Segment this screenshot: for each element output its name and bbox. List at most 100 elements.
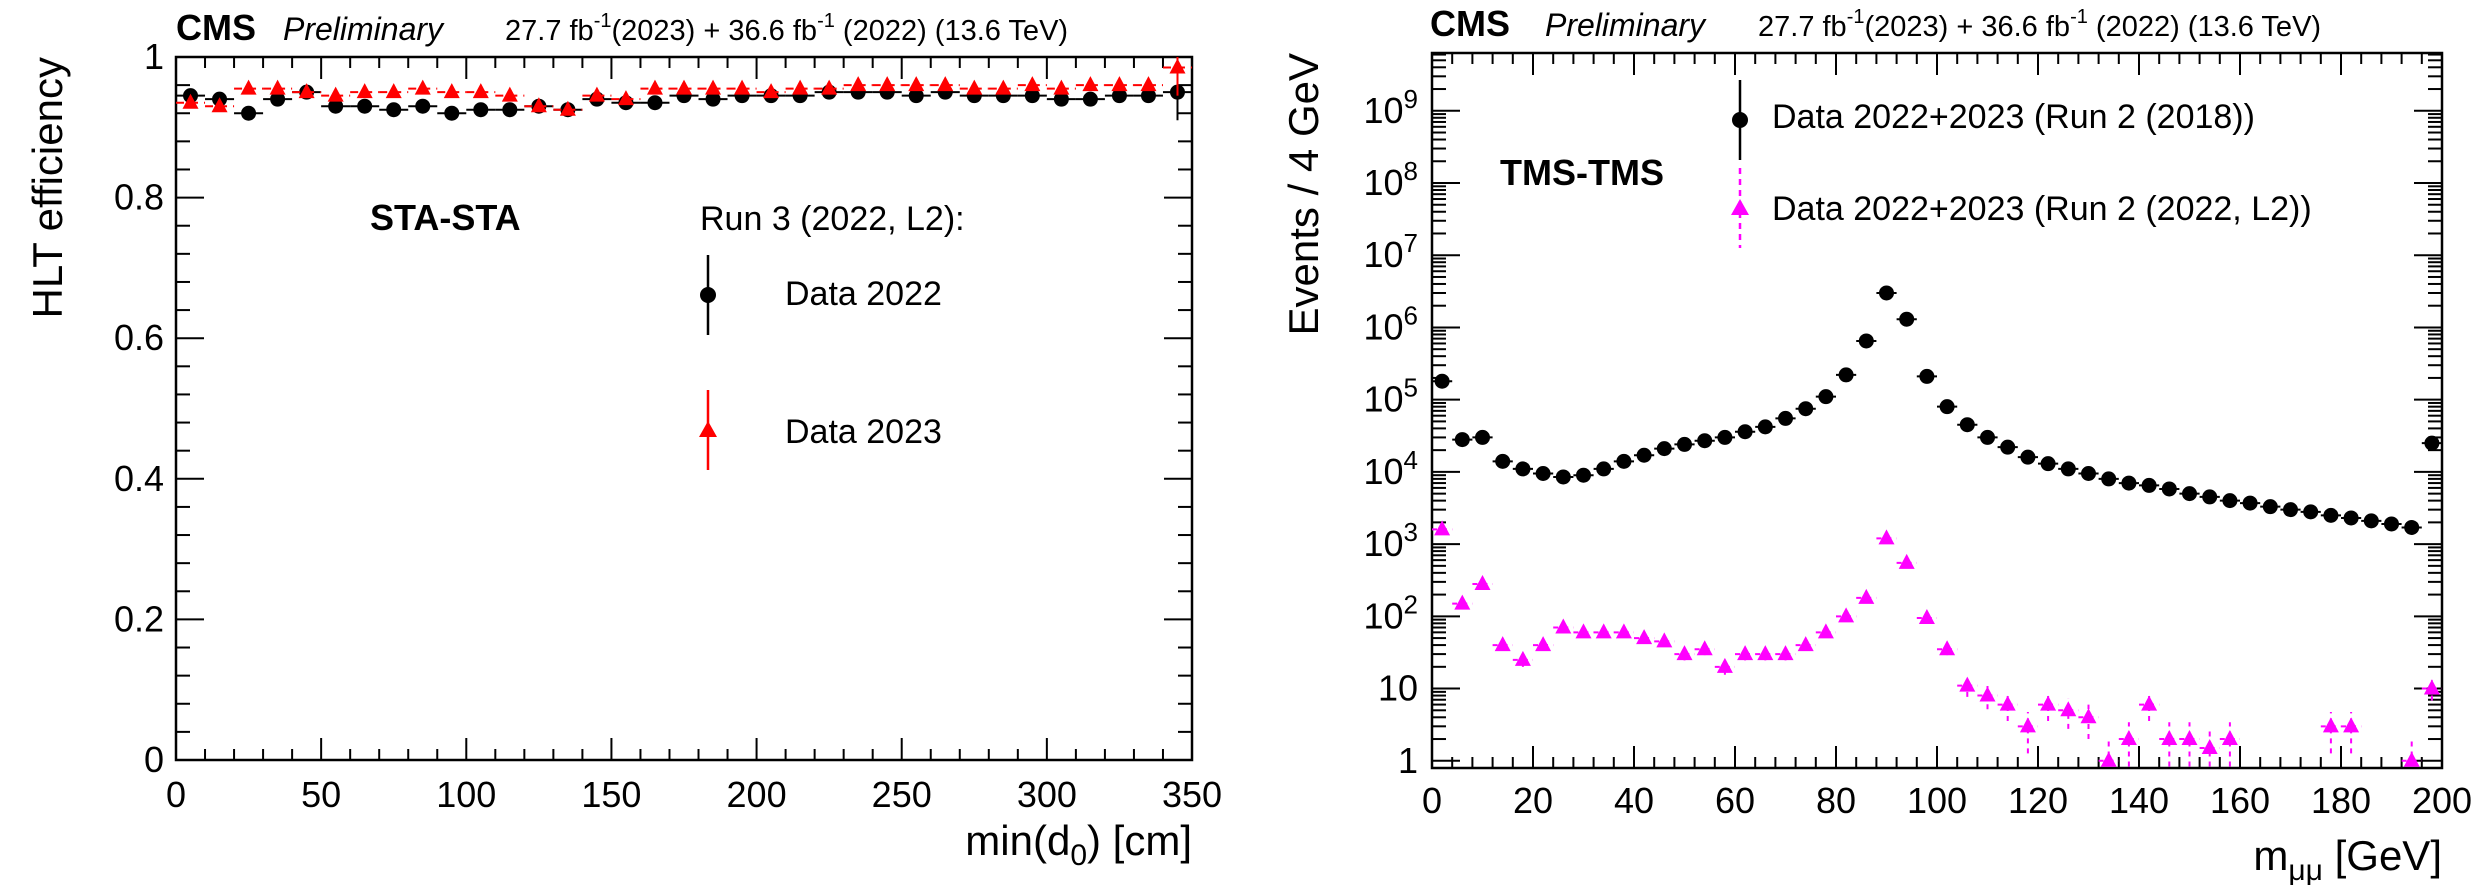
left-point-data-2023 (966, 79, 983, 95)
left-point-data-2022 (328, 98, 344, 114)
left-point-data-2022 (357, 98, 373, 114)
left-point-data-2022 (415, 98, 431, 114)
right-point-run2-2018 (1636, 447, 1652, 463)
legend-entry-run2-2022-l2: Data 2022+2023 (Run 2 (2022, L2)) (1731, 168, 2312, 248)
right-point-run2-2022-l2 (1676, 645, 1693, 661)
right-point-run2-2022-l2 (2181, 730, 2198, 746)
right-point-run2-2022-l2 (1434, 520, 1451, 536)
left-point-data-2023 (1053, 79, 1070, 95)
right-point-run2-2022-l2 (1999, 695, 2016, 711)
left-point-data-2023 (385, 83, 402, 99)
right-y-axis-label: Events / 4 GeV (1280, 53, 1327, 335)
right-point-run2-2022-l2 (2040, 695, 2057, 711)
right-point-run2-2018 (2141, 477, 2157, 493)
left-point-data-2022 (473, 102, 489, 118)
right-point-run2-2022-l2 (2161, 730, 2178, 746)
right-point-run2-2018 (1535, 465, 1551, 481)
right-point-run2-2018 (1656, 441, 1672, 457)
right-point-run2-2022-l2 (1817, 623, 1834, 639)
right-point-run2-2018 (1596, 461, 1612, 477)
left-point-data-2022 (444, 105, 460, 121)
left-cms-label: CMS (176, 7, 256, 48)
right-point-run2-2018 (1778, 410, 1793, 426)
left-point-data-2023 (240, 79, 257, 95)
right-panel: CMS Preliminary 27.7 fb-1(2023) + 36.6 f… (1280, 3, 2472, 885)
right-point-run2-2022-l2 (1716, 657, 1733, 673)
right-point-run2-2022-l2 (1777, 645, 1794, 661)
right-point-run2-2022-l2 (2120, 730, 2137, 746)
legend-marker-circle-run2-2018 (1732, 112, 1748, 128)
left-point-data-2023 (1140, 76, 1157, 92)
left-point-data-2023 (530, 97, 547, 113)
right-point-run2-2022-l2 (1494, 636, 1511, 652)
left-legend-title: Run 3 (2022, L2): (700, 200, 965, 238)
left-y-tick-label: 0.2 (114, 598, 164, 639)
right-x-tick-label: 0 (1422, 780, 1442, 821)
left-point-data-2023 (327, 86, 344, 102)
right-point-run2-2022-l2 (2141, 695, 2158, 711)
left-point-data-2022 (647, 95, 663, 111)
left-point-data-2022 (1082, 91, 1098, 107)
legend-marker-triangle-run2-2022-l2 (1731, 199, 1749, 215)
left-point-data-2023 (821, 79, 838, 95)
legend-label-data-2022: Data 2022 (785, 275, 942, 313)
right-point-run2-2018 (2283, 502, 2298, 518)
right-point-run2-2018 (1757, 419, 1773, 435)
right-point-run2-2018 (2303, 504, 2319, 520)
left-point-data-2022 (908, 88, 924, 104)
legend-marker-circle-2022 (700, 287, 716, 303)
right-point-run2-2018 (2020, 449, 2036, 465)
right-point-run2-2022-l2 (1474, 575, 1491, 591)
right-point-run2-2022-l2 (1555, 618, 1572, 634)
right-selection-label: TMS-TMS (1500, 152, 1664, 193)
legend-entry-data-2023: Data 2023 (699, 390, 942, 470)
left-y-tick-label: 0.8 (114, 177, 164, 218)
right-point-run2-2022-l2 (1696, 640, 1713, 656)
right-point-run2-2018 (1838, 367, 1854, 383)
left-point-data-2023 (617, 90, 634, 106)
right-x-tick-label: 160 (2210, 780, 2270, 821)
left-y-axis-label: HLT efficiency (24, 57, 71, 318)
legend-entry-data-2022: Data 2022 (700, 255, 942, 335)
right-point-run2-2022-l2 (1454, 594, 1471, 610)
right-point-run2-2018 (1717, 429, 1733, 445)
left-point-data-2023 (211, 97, 228, 113)
left-panel: CMS Preliminary 27.7 fb-1(2023) + 36.6 f… (24, 7, 1222, 872)
left-y-tick-label: 0.4 (114, 458, 164, 499)
right-point-run2-2022-l2 (1615, 623, 1632, 639)
left-selection-label: STA-STA (370, 197, 521, 238)
left-point-data-2022 (241, 105, 257, 121)
left-point-data-2022 (386, 102, 402, 118)
right-x-tick-label: 40 (1614, 780, 1654, 821)
right-point-run2-2022-l2 (2403, 751, 2420, 767)
right-x-tick-label: 80 (1816, 780, 1856, 821)
right-point-run2-2022-l2 (1595, 623, 1612, 639)
left-point-data-2023 (443, 83, 460, 99)
right-point-run2-2022-l2 (2322, 717, 2339, 733)
right-lumi-label: 27.7 fb-1(2023) + 36.6 fb-1 (2022) (13.6… (1758, 6, 2321, 43)
left-point-data-2023 (646, 79, 663, 95)
legend-marker-triangle-2023 (699, 421, 717, 437)
left-point-data-2023 (414, 79, 431, 95)
left-x-tick-label: 150 (581, 774, 641, 815)
right-point-run2-2018 (1677, 436, 1692, 452)
left-point-data-2023 (1169, 58, 1186, 74)
left-point-data-2023 (1082, 76, 1099, 92)
right-point-run2-2018 (1515, 461, 1531, 477)
right-point-run2-2018 (1798, 401, 1814, 417)
left-point-data-2023 (792, 79, 809, 95)
right-point-run2-2022-l2 (2060, 701, 2077, 717)
right-point-run2-2018 (2040, 456, 2056, 472)
right-point-run2-2018 (1576, 467, 1591, 483)
right-point-run2-2018 (2363, 513, 2379, 529)
legend-label-data-2023: Data 2023 (785, 413, 942, 451)
right-point-run2-2022-l2 (1757, 645, 1774, 661)
right-x-tick-label: 140 (2109, 780, 2169, 821)
right-point-run2-2018 (1939, 399, 1955, 415)
legend-entry-run2-2018: Data 2022+2023 (Run 2 (2018)) (1732, 80, 2255, 160)
left-point-data-2023 (1111, 76, 1128, 92)
left-x-tick-label: 100 (436, 774, 496, 815)
right-point-run2-2018 (2242, 495, 2258, 511)
left-point-data-2023 (298, 83, 315, 99)
right-y-tick-label: 107 (1363, 228, 1418, 275)
